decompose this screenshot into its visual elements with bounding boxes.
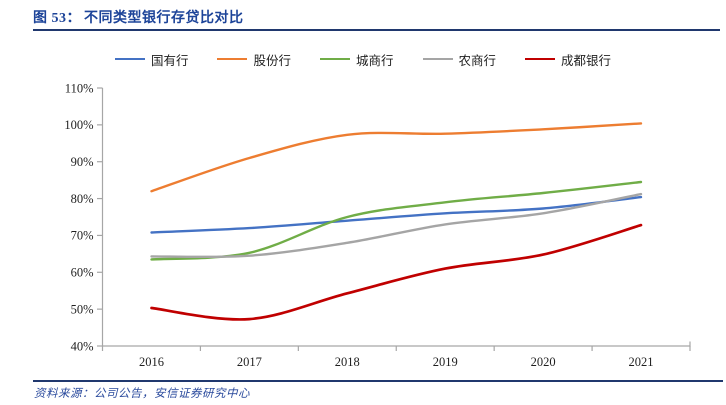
- y-axis-tick-label: 70%: [71, 229, 94, 243]
- figure-number: 图 53：: [33, 11, 81, 26]
- x-axis-tick-label: 2019: [433, 355, 458, 369]
- source-note: 资料来源：公司公告，安信证券研究中心: [34, 388, 250, 400]
- legend-item: 股份行: [217, 50, 291, 69]
- legend-label: 成都银行: [561, 53, 612, 68]
- x-axis-tick-label: 2016: [139, 355, 164, 369]
- chart-legend: 国有行 股份行 城商行 农商行 成都银行: [0, 50, 726, 69]
- footer-divider: [33, 380, 723, 382]
- legend-swatch: [525, 57, 556, 61]
- legend-item: 成都银行: [525, 50, 611, 69]
- y-axis-tick-label: 100%: [64, 118, 93, 132]
- y-axis-tick-label: 40%: [71, 339, 94, 353]
- legend-label: 城商行: [355, 53, 394, 68]
- legend-label: 股份行: [253, 53, 291, 68]
- line-chart: 40% 50% 60% 70% 80% 90% 100% 110% 2016 2017 2018 20…: [64, 81, 691, 369]
- figure-title: 图 53： 不同类型银行存贷比对比: [33, 7, 244, 27]
- legend-swatch: [114, 57, 145, 61]
- y-axis-tick-label: 50%: [71, 302, 94, 316]
- chart-line: [150, 122, 643, 193]
- x-axis-tick-label: 2021: [629, 355, 654, 369]
- chart-line: [150, 223, 643, 321]
- legend-label: 农商行: [458, 53, 497, 68]
- legend-item: 农商行: [422, 50, 497, 69]
- y-axis-tick-label: 90%: [71, 155, 94, 169]
- legend-swatch: [319, 57, 350, 61]
- figure-title-text: 不同类型银行存贷比对比: [84, 11, 244, 26]
- y-axis-tick-label: 80%: [71, 192, 94, 206]
- y-axis-tick-label: 60%: [71, 266, 94, 280]
- chart-line: [150, 192, 643, 259]
- x-axis-tick-label: 2018: [335, 355, 360, 369]
- legend-swatch: [422, 57, 453, 61]
- legend-item: 国有行: [114, 50, 189, 69]
- chart-line: [150, 180, 643, 261]
- legend-swatch: [217, 57, 248, 61]
- x-axis-tick-label: 2017: [237, 355, 262, 369]
- chart-line: [150, 195, 643, 234]
- y-axis-tick-label: 110%: [65, 81, 94, 95]
- title-divider: [33, 29, 720, 31]
- legend-label: 国有行: [150, 53, 189, 68]
- x-axis-tick-label: 2020: [531, 355, 556, 369]
- legend-item: 城商行: [319, 50, 394, 69]
